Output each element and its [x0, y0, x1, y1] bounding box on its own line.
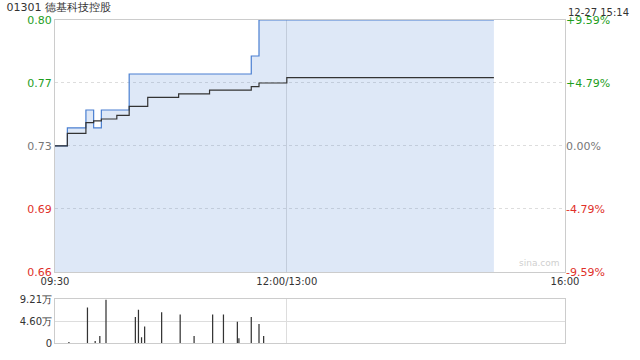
svg-text:+9.59%: +9.59%	[566, 14, 610, 27]
svg-text:0.80: 0.80	[27, 14, 52, 27]
svg-text:4.60万: 4.60万	[20, 316, 52, 327]
svg-text:-4.79%: -4.79%	[566, 203, 605, 216]
svg-text:0: 0	[46, 338, 52, 349]
svg-text:12:00/13:00: 12:00/13:00	[256, 276, 317, 287]
svg-text:0.77: 0.77	[27, 77, 52, 90]
svg-text:-9.59%: -9.59%	[566, 266, 605, 279]
svg-text:9.21万: 9.21万	[20, 294, 52, 305]
svg-text:0.73: 0.73	[27, 140, 52, 153]
svg-text:0.66: 0.66	[27, 266, 52, 279]
svg-text:0.69: 0.69	[27, 203, 52, 216]
svg-text:0.00%: 0.00%	[566, 140, 601, 153]
svg-text:09:30: 09:30	[41, 276, 70, 287]
svg-text:16:00: 16:00	[551, 276, 580, 287]
svg-text:01301 德基科技控股: 01301 德基科技控股	[6, 1, 111, 14]
svg-text:sina.com: sina.com	[519, 258, 560, 268]
svg-text:12-27 15:14: 12-27 15:14	[568, 7, 629, 18]
svg-text:+4.79%: +4.79%	[566, 77, 610, 90]
